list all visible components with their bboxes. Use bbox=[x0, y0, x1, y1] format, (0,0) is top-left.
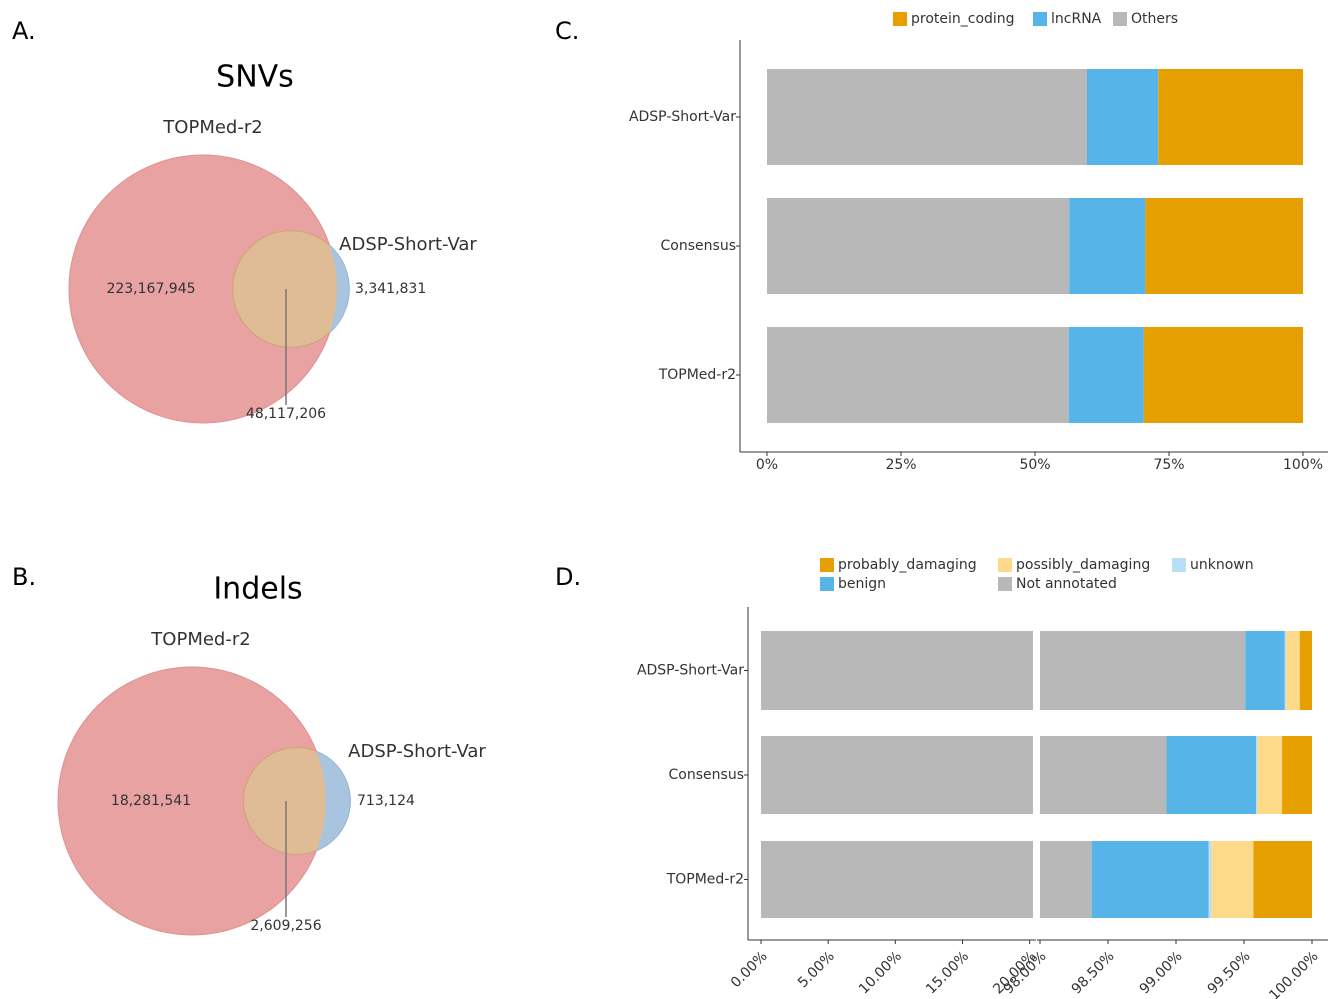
bar-segment bbox=[1040, 631, 1246, 710]
bar-segment bbox=[1040, 841, 1092, 918]
legend-label: Others bbox=[1131, 11, 1178, 27]
set-label: TOPMed-r2 bbox=[150, 629, 250, 650]
x-tick-label: 98.50% bbox=[1069, 948, 1118, 997]
x-tick-label: 15.00% bbox=[923, 948, 972, 997]
legend-swatch bbox=[820, 558, 834, 572]
x-tick-label: 100% bbox=[1283, 457, 1323, 473]
panel-label: A. bbox=[12, 17, 36, 45]
bar-segment bbox=[1166, 736, 1257, 814]
bar-segment bbox=[1257, 736, 1283, 814]
x-tick-label: 0.00% bbox=[728, 948, 771, 991]
bar-segment bbox=[767, 69, 1087, 165]
legend-label: probably_damaging bbox=[838, 557, 977, 573]
bar-segment bbox=[1256, 736, 1258, 814]
bar-segment bbox=[1282, 736, 1312, 814]
y-tick-label: Consensus bbox=[661, 238, 736, 254]
bar-segment bbox=[1253, 841, 1312, 918]
overlap bbox=[232, 230, 337, 348]
legend-label: benign bbox=[838, 576, 886, 592]
bar-segment bbox=[1284, 631, 1287, 710]
set-label: TOPMed-r2 bbox=[162, 117, 262, 138]
bar-segment bbox=[761, 841, 1033, 918]
venn-title: Indels bbox=[213, 572, 302, 607]
bar-segment bbox=[1211, 841, 1254, 918]
y-tick-label: Consensus bbox=[669, 767, 744, 783]
set-label: ADSP-Short-Var bbox=[339, 234, 477, 255]
bar-segment bbox=[767, 198, 1070, 294]
bar-segment bbox=[1286, 631, 1300, 710]
bar-segment bbox=[1143, 327, 1303, 423]
legend-swatch bbox=[1113, 12, 1127, 26]
venn-title: SNVs bbox=[216, 60, 294, 95]
value-label: 48,117,206 bbox=[246, 406, 326, 422]
x-tick-label: 75% bbox=[1153, 457, 1184, 473]
panel-label: C. bbox=[555, 17, 579, 45]
legend-label: possibly_damaging bbox=[1016, 557, 1150, 573]
bar-segment bbox=[1069, 198, 1146, 294]
bar-segment bbox=[761, 736, 1033, 814]
y-tick-label: TOPMed-r2 bbox=[666, 872, 744, 888]
value-label: 3,341,831 bbox=[355, 281, 426, 297]
x-tick-label: 5.00% bbox=[795, 948, 838, 991]
y-tick-label: TOPMed-r2 bbox=[658, 367, 736, 383]
x-tick-label: 100.00% bbox=[1266, 948, 1321, 999]
set-label: ADSP-Short-Var bbox=[348, 741, 486, 762]
legend-label: lncRNA bbox=[1051, 11, 1102, 27]
legend-swatch bbox=[998, 558, 1012, 572]
x-tick-label: 25% bbox=[885, 457, 916, 473]
bar-segment bbox=[1158, 69, 1303, 165]
bar-segment bbox=[761, 631, 1033, 710]
legend-label: Not annotated bbox=[1016, 576, 1117, 592]
value-label: 18,281,541 bbox=[111, 793, 191, 809]
legend-swatch bbox=[820, 577, 834, 591]
legend-swatch bbox=[1033, 12, 1047, 26]
panel-label: D. bbox=[555, 563, 581, 591]
x-tick-label: 99.50% bbox=[1205, 948, 1254, 997]
value-label: 223,167,945 bbox=[106, 281, 195, 297]
x-tick-label: 0% bbox=[756, 457, 778, 473]
legend-swatch bbox=[1172, 558, 1186, 572]
legend-swatch bbox=[893, 12, 907, 26]
bar-segment bbox=[1145, 198, 1303, 294]
legend-label: unknown bbox=[1190, 557, 1254, 573]
bar-segment bbox=[1040, 736, 1167, 814]
bar-segment bbox=[1245, 631, 1285, 710]
bar-segment bbox=[1208, 841, 1212, 918]
value-label: 713,124 bbox=[357, 793, 415, 809]
x-tick-label: 10.00% bbox=[856, 948, 905, 997]
legend-label: protein_coding bbox=[911, 11, 1015, 27]
x-tick-label: 99.00% bbox=[1137, 948, 1186, 997]
y-tick-label: ADSP-Short-Var bbox=[637, 663, 744, 679]
value-label: 2,609,256 bbox=[250, 918, 321, 934]
x-tick-label: 50% bbox=[1019, 457, 1050, 473]
bar-segment bbox=[1299, 631, 1312, 710]
y-tick-label: ADSP-Short-Var bbox=[629, 109, 736, 125]
legend-swatch bbox=[998, 577, 1012, 591]
bar-segment bbox=[1091, 841, 1209, 918]
panel-label: B. bbox=[12, 563, 36, 591]
bar-segment bbox=[1086, 69, 1159, 165]
bar-segment bbox=[1068, 327, 1144, 423]
bar-segment bbox=[767, 327, 1069, 423]
